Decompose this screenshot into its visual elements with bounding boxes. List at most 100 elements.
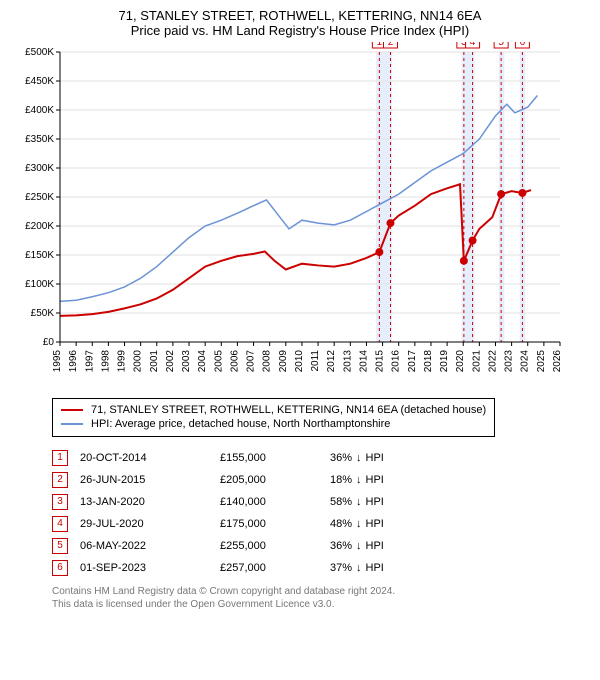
- table-row: 120-OCT-2014£155,00036%↓HPI: [52, 447, 568, 469]
- x-tick-label: 2015: [375, 350, 386, 373]
- x-tick-label: 2024: [520, 350, 531, 373]
- tx-number-badge: 6: [52, 560, 68, 576]
- title-block: 71, STANLEY STREET, ROTHWELL, KETTERING,…: [12, 8, 588, 38]
- x-tick-label: 2016: [391, 350, 402, 373]
- y-tick-label: £450K: [25, 76, 54, 87]
- tx-price: £205,000: [220, 474, 330, 486]
- tx-date: 13-JAN-2020: [80, 496, 220, 508]
- y-tick-label: £200K: [25, 221, 54, 232]
- x-tick-label: 1997: [84, 350, 95, 373]
- x-tick-label: 2013: [342, 350, 353, 373]
- tx-price: £175,000: [220, 518, 330, 530]
- x-tick-label: 2022: [487, 350, 498, 373]
- down-arrow-icon: ↓: [356, 518, 362, 530]
- x-tick-label: 2004: [197, 350, 208, 373]
- tx-price: £257,000: [220, 562, 330, 574]
- tx-price: £140,000: [220, 496, 330, 508]
- x-tick-label: 2025: [536, 350, 547, 373]
- event-label-text: 1: [377, 42, 383, 48]
- event-label-text: 5: [498, 42, 504, 48]
- footer-line-1: Contains HM Land Registry data © Crown c…: [52, 585, 568, 598]
- series-marker: [497, 190, 505, 198]
- y-tick-label: £50K: [31, 308, 55, 319]
- x-tick-label: 2006: [229, 350, 240, 373]
- x-tick-label: 1998: [100, 350, 111, 373]
- x-tick-label: 2023: [504, 350, 515, 373]
- chart-container: £0£50K£100K£150K£200K£250K£300K£350K£400…: [12, 42, 588, 392]
- tx-pct: 18%↓HPI: [330, 474, 450, 486]
- event-label-text: 2: [388, 42, 394, 48]
- y-tick-label: £250K: [25, 192, 54, 203]
- tx-pct: 36%↓HPI: [330, 540, 450, 552]
- x-tick-label: 2003: [181, 350, 192, 373]
- footer: Contains HM Land Registry data © Crown c…: [52, 585, 568, 611]
- legend-item: HPI: Average price, detached house, Nort…: [61, 417, 486, 431]
- x-tick-label: 2012: [326, 350, 337, 373]
- x-tick-label: 1996: [68, 350, 79, 373]
- y-tick-label: £150K: [25, 250, 54, 261]
- legend: 71, STANLEY STREET, ROTHWELL, KETTERING,…: [52, 398, 495, 437]
- legend-label: HPI: Average price, detached house, Nort…: [91, 417, 390, 431]
- legend-item: 71, STANLEY STREET, ROTHWELL, KETTERING,…: [61, 403, 486, 417]
- tx-date: 06-MAY-2022: [80, 540, 220, 552]
- x-tick-label: 2008: [262, 350, 273, 373]
- x-tick-label: 2009: [278, 350, 289, 373]
- down-arrow-icon: ↓: [356, 452, 362, 464]
- x-tick-label: 1999: [117, 350, 128, 373]
- tx-date: 29-JUL-2020: [80, 518, 220, 530]
- y-tick-label: £500K: [25, 47, 54, 58]
- table-row: 3 13-JAN-2020£140,00058%↓HPI: [52, 491, 568, 513]
- series-marker: [460, 257, 468, 265]
- x-tick-label: 2000: [133, 350, 144, 373]
- table-row: 6 01-SEP-2023£257,00037%↓HPI: [52, 557, 568, 579]
- legend-swatch: [61, 409, 83, 411]
- title-main: 71, STANLEY STREET, ROTHWELL, KETTERING,…: [12, 8, 588, 23]
- y-tick-label: £300K: [25, 163, 54, 174]
- tx-price: £255,000: [220, 540, 330, 552]
- x-tick-label: 2002: [165, 350, 176, 373]
- tx-number-badge: 5: [52, 538, 68, 554]
- tx-pct: 37%↓HPI: [330, 562, 450, 574]
- x-tick-label: 2014: [358, 350, 369, 373]
- series-marker: [469, 237, 477, 245]
- tx-number-badge: 3: [52, 494, 68, 510]
- tx-date: 26-JUN-2015: [80, 474, 220, 486]
- tx-number-badge: 1: [52, 450, 68, 466]
- legend-label: 71, STANLEY STREET, ROTHWELL, KETTERING,…: [91, 403, 486, 417]
- x-tick-label: 2001: [149, 350, 160, 373]
- tx-date: 01-SEP-2023: [80, 562, 220, 574]
- y-tick-label: £350K: [25, 134, 54, 145]
- tx-number-badge: 2: [52, 472, 68, 488]
- tx-pct: 48%↓HPI: [330, 518, 450, 530]
- x-tick-label: 2021: [471, 350, 482, 373]
- series-marker: [518, 189, 526, 197]
- down-arrow-icon: ↓: [356, 540, 362, 552]
- down-arrow-icon: ↓: [356, 496, 362, 508]
- table-row: 5 06-MAY-2022£255,00036%↓HPI: [52, 535, 568, 557]
- y-tick-label: £400K: [25, 105, 54, 116]
- footer-line-2: This data is licensed under the Open Gov…: [52, 598, 568, 611]
- table-row: 4 29-JUL-2020£175,00048%↓HPI: [52, 513, 568, 535]
- x-tick-label: 2010: [294, 350, 305, 373]
- x-tick-label: 2018: [423, 350, 434, 373]
- tx-number-badge: 4: [52, 516, 68, 532]
- x-tick-label: 2005: [213, 350, 224, 373]
- x-tick-label: 2017: [407, 350, 418, 373]
- down-arrow-icon: ↓: [356, 562, 362, 574]
- legend-swatch: [61, 423, 83, 425]
- tx-date: 20-OCT-2014: [80, 452, 220, 464]
- down-arrow-icon: ↓: [356, 474, 362, 486]
- tx-pct: 58%↓HPI: [330, 496, 450, 508]
- y-tick-label: £0: [43, 337, 55, 348]
- table-row: 2 26-JUN-2015£205,00018%↓HPI: [52, 469, 568, 491]
- transaction-table: 120-OCT-2014£155,00036%↓HPI226-JUN-2015£…: [52, 447, 568, 579]
- event-label-text: 6: [520, 42, 526, 48]
- series-marker: [386, 219, 394, 227]
- x-tick-label: 2026: [552, 350, 563, 373]
- tx-price: £155,000: [220, 452, 330, 464]
- event-label-text: 4: [470, 42, 476, 48]
- series-marker: [375, 248, 383, 256]
- page-root: 71, STANLEY STREET, ROTHWELL, KETTERING,…: [0, 0, 600, 680]
- x-tick-label: 2019: [439, 350, 450, 373]
- x-tick-label: 2007: [246, 350, 257, 373]
